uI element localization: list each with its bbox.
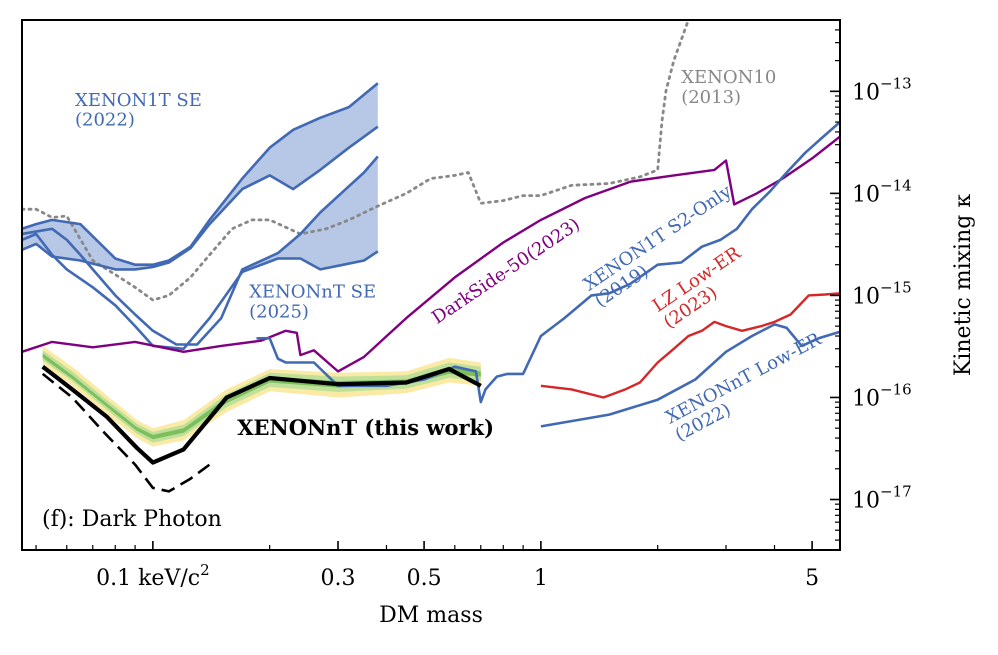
x-axis-label: DM mass — [379, 603, 483, 628]
xenon1t-se-2022-fill — [22, 83, 378, 270]
darkside-label: DarkSide-50(2023) — [428, 214, 584, 329]
y-tick-label: 10−17 — [852, 483, 912, 514]
xenonnt-se-lower-line — [22, 232, 379, 351]
x-axis-ticks: 0.1 keV/c2 0.3 0.5 1 5 — [35, 541, 819, 591]
xenon10-2013-line — [22, 20, 690, 302]
y-axis-ticks: 10−13 10−14 10−15 10−16 10−17 — [830, 19, 912, 541]
panel-label: (f): Dark Photon — [42, 507, 222, 532]
y-tick-label: 10−13 — [852, 74, 912, 105]
lz-low-er-2023-line — [540, 292, 840, 399]
xenonnt-se-2025-fill — [242, 156, 378, 272]
curve-annotations: XENON1T SE (2022) XENONnT SE (2025) XENON10(… — [75, 67, 834, 446]
x-tick-label: 1 — [534, 566, 548, 591]
x-tick-label: 0.1 keV/c2 — [96, 561, 210, 591]
xenon1t-se-lower-line — [22, 125, 379, 271]
darkside-50-2023-line — [22, 135, 840, 373]
xenon1t-se-upper-line — [22, 82, 379, 266]
y-tick-label: 10−14 — [852, 176, 912, 207]
confidence-bands — [22, 83, 481, 447]
xenonnt-se-label: XENONnT SE (2025) — [249, 282, 376, 323]
y-tick-label: 10−16 — [852, 380, 912, 411]
xenonnt-lower-label: XENONnT Low-ER(2022) — [662, 329, 834, 446]
x-tick-label: 0.3 — [320, 566, 355, 591]
this-work-label: XENONnT (this work) — [237, 415, 494, 440]
lz-label: LZ Low-ER(2023) — [649, 242, 756, 333]
y-axis-label: Kinetic mixing κ — [951, 194, 976, 376]
xenonnt-expected-line — [41, 372, 211, 493]
xenon10-label: XENON10 (2013) — [681, 67, 776, 108]
x-tick-label: 5 — [805, 566, 819, 591]
xenonnt-this-work-line — [41, 365, 482, 465]
y-tick-label: 10−15 — [852, 278, 912, 309]
x-tick-label: 0.5 — [407, 566, 442, 591]
xenonnt-low-er-2022-line — [540, 323, 840, 428]
xenon1t-se-label: XENON1T SE (2022) — [75, 90, 202, 131]
plot-frame — [21, 19, 841, 551]
limit-curves — [22, 20, 840, 493]
